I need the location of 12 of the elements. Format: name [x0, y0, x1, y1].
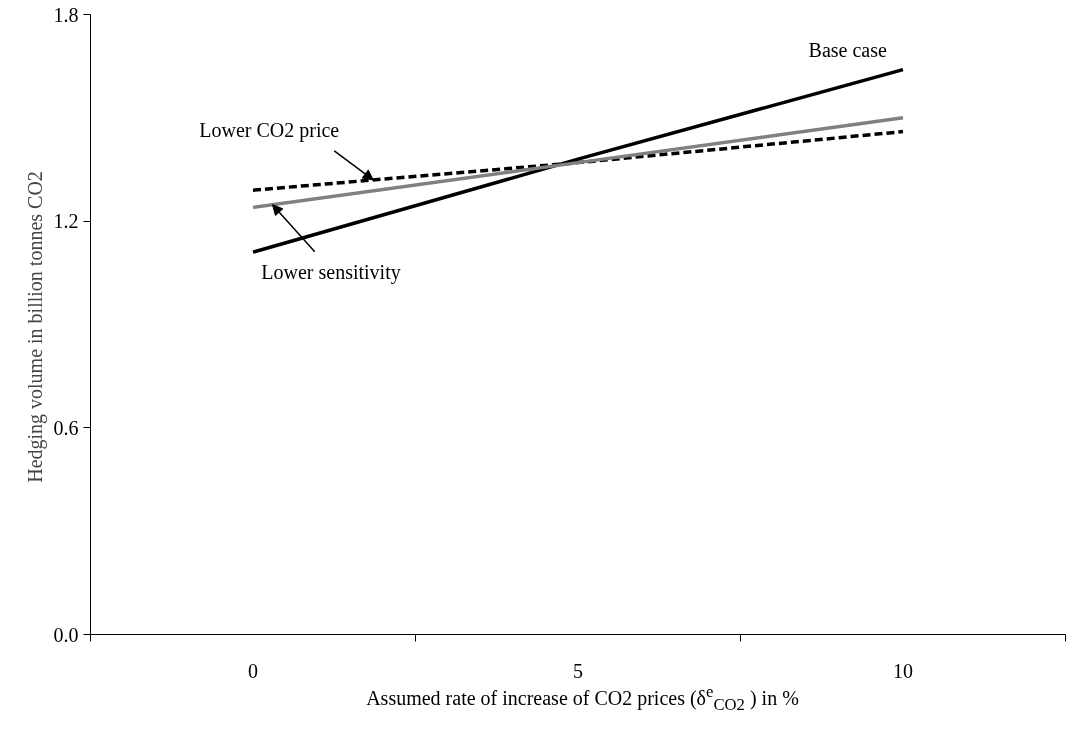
- y-tick-label: 1.8: [53, 3, 79, 26]
- x-tick-label: 10: [893, 659, 913, 682]
- legend-label: Lower sensitivity: [261, 261, 401, 285]
- text: Lower CO2 price: [199, 119, 340, 143]
- series-label: Base case: [808, 39, 888, 62]
- x-tick-label: 5: [573, 659, 583, 682]
- x-axis-title: Assumed rate of increase of CO2 prices (δ$^{e}$$_{CO2}$ ) in %: [365, 681, 800, 716]
- y-tick-label: 0.6: [53, 416, 79, 439]
- x-tick-label: 0: [248, 659, 258, 682]
- y-tick-label: 0.0: [53, 623, 79, 646]
- y-tick-label: 1.2: [53, 210, 79, 233]
- y-axis-title: Hedging volume in billion tonnes CO2: [23, 171, 47, 483]
